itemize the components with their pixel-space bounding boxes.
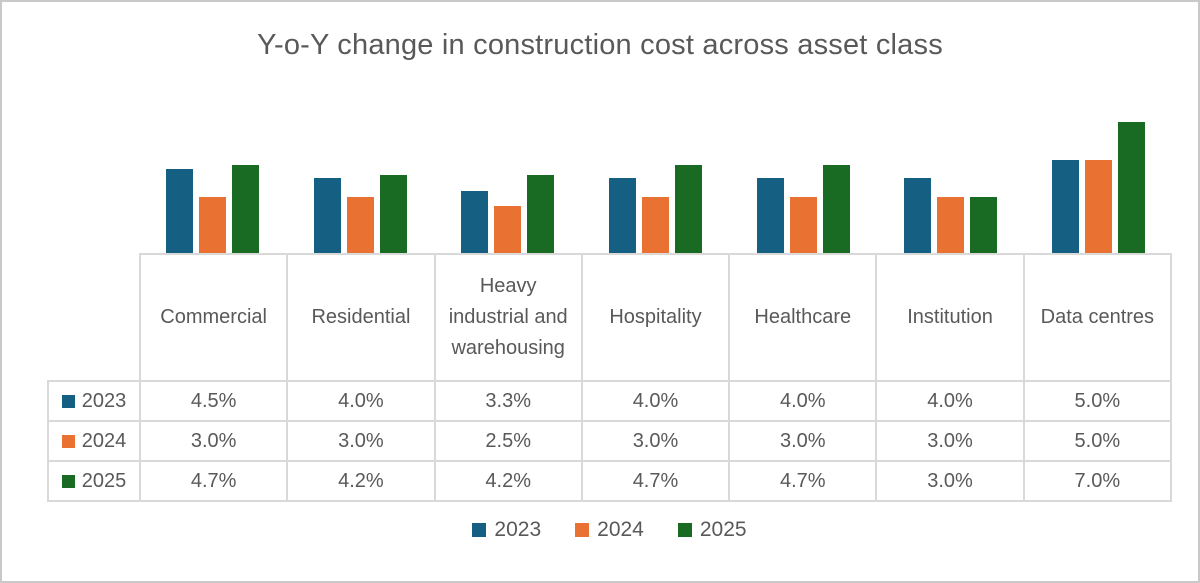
legend-swatch-icon [472, 523, 487, 537]
cell-2023-heavy-industrial-and-warehousing: 3.3% [433, 380, 583, 422]
bar-2025-residential [379, 174, 407, 253]
legend-item-2023: 2023 [472, 518, 541, 542]
bar-2024-residential [346, 196, 374, 253]
bar-2024-healthcare [789, 196, 817, 253]
bar-2025-data-centres [1117, 122, 1145, 253]
legend-label: 2025 [699, 518, 747, 541]
header-cell-healthcare: Healthcare [728, 253, 878, 382]
row-label-2025: 2025 [47, 460, 141, 502]
table-corner-blank [48, 254, 140, 381]
legend-item-2024: 2024 [575, 518, 644, 542]
cell-2023-hospitality: 4.0% [580, 380, 731, 422]
cell-2023-commercial: 4.5% [138, 380, 289, 422]
header-cell-residential: Residential [286, 253, 436, 382]
bar-2023-healthcare [756, 178, 784, 253]
cell-2025-data-centres: 7.0% [1022, 460, 1173, 502]
cell-2024-heavy-industrial-and-warehousing: 2.5% [433, 420, 583, 462]
row-label-2023: 2023 [47, 380, 141, 422]
row-label-2024: 2024 [47, 420, 141, 462]
legend-item-2025: 2025 [677, 518, 747, 542]
cell-2025-healthcare: 4.7% [728, 460, 878, 502]
legend-key-icon [61, 474, 75, 488]
legend-label: 2024 [597, 518, 644, 541]
bar-group-heavy-industrial-and-warehousing [434, 64, 582, 253]
header-cell-hospitality: Hospitality [580, 253, 731, 382]
bar-2024-commercial [199, 196, 227, 253]
bar-group-residential [287, 64, 435, 253]
bar-2024-heavy-industrial-and-warehousing [494, 206, 522, 253]
header-cell-heavy-industrial-and-warehousing: Heavy industrial and warehousing [433, 253, 583, 382]
legend-swatch-icon [575, 523, 590, 537]
bar-2023-heavy-industrial-and-warehousing [461, 191, 489, 253]
header-cell-data-centres: Data centres [1022, 253, 1173, 382]
bar-2024-hospitality [641, 196, 669, 253]
data-table: Commercial Residential Heavy industrial an… [47, 253, 1173, 502]
bar-group-institution [877, 64, 1025, 253]
cell-2025-commercial: 4.7% [138, 460, 289, 502]
cell-2024-commercial: 3.0% [138, 420, 289, 462]
bar-2025-healthcare [822, 165, 850, 253]
bar-group-data-centres [1024, 64, 1172, 253]
cell-2024-healthcare: 3.0% [728, 420, 878, 462]
bar-group-commercial [139, 64, 287, 253]
cell-2023-residential: 4.0% [286, 380, 436, 422]
bar-2025-commercial [232, 165, 260, 253]
bar-2023-hospitality [608, 178, 636, 253]
bar-2023-residential [313, 178, 341, 253]
cell-2024-residential: 3.0% [286, 420, 436, 462]
cell-2023-data-centres: 5.0% [1022, 380, 1173, 422]
plot-area [47, 64, 1172, 253]
bar-2023-institution [904, 178, 932, 253]
cell-2025-residential: 4.2% [286, 460, 436, 502]
bar-2024-data-centres [1084, 159, 1112, 253]
legend-key-icon [61, 434, 75, 448]
cell-2025-institution: 3.0% [875, 460, 1025, 502]
legend-swatch-icon [677, 523, 692, 537]
table-row-2025: 2025 4.7% 4.2% 4.2% 4.7% 4.7% 3.0% 7.0% [47, 460, 1173, 502]
cell-2024-data-centres: 5.0% [1022, 420, 1173, 462]
cell-2024-hospitality: 3.0% [580, 420, 731, 462]
table-header-row: Commercial Residential Heavy industrial an… [48, 253, 1173, 382]
legend-key-icon [61, 394, 75, 408]
bar-group-hospitality [582, 64, 730, 253]
header-cell-institution: Institution [875, 253, 1025, 382]
legend-label: 2023 [494, 518, 542, 541]
bar-2025-hospitality [674, 165, 702, 253]
chart-title: Y-o-Y change in construction cost across… [257, 29, 943, 61]
header-cell-commercial: Commercial [138, 253, 289, 382]
cell-2023-institution: 4.0% [875, 380, 1025, 422]
legend: 2023 2024 2025 [47, 518, 1172, 542]
bar-2023-commercial [166, 168, 194, 253]
bar-2025-heavy-industrial-and-warehousing [527, 174, 555, 253]
cell-2025-hospitality: 4.7% [580, 460, 731, 502]
table-row-2024: 2024 3.0% 3.0% 2.5% 3.0% 3.0% 3.0% 5.0% [47, 420, 1173, 462]
bar-2023-data-centres [1051, 159, 1079, 253]
cell-2023-healthcare: 4.0% [728, 380, 878, 422]
bar-group-healthcare [729, 64, 877, 253]
cell-2025-heavy-industrial-and-warehousing: 4.2% [433, 460, 583, 502]
bar-2024-institution [937, 196, 965, 253]
cell-2024-institution: 3.0% [875, 420, 1025, 462]
bar-2025-institution [970, 196, 998, 253]
table-row-2023: 2023 4.5% 4.0% 3.3% 4.0% 4.0% 4.0% 5.0% [47, 380, 1173, 422]
